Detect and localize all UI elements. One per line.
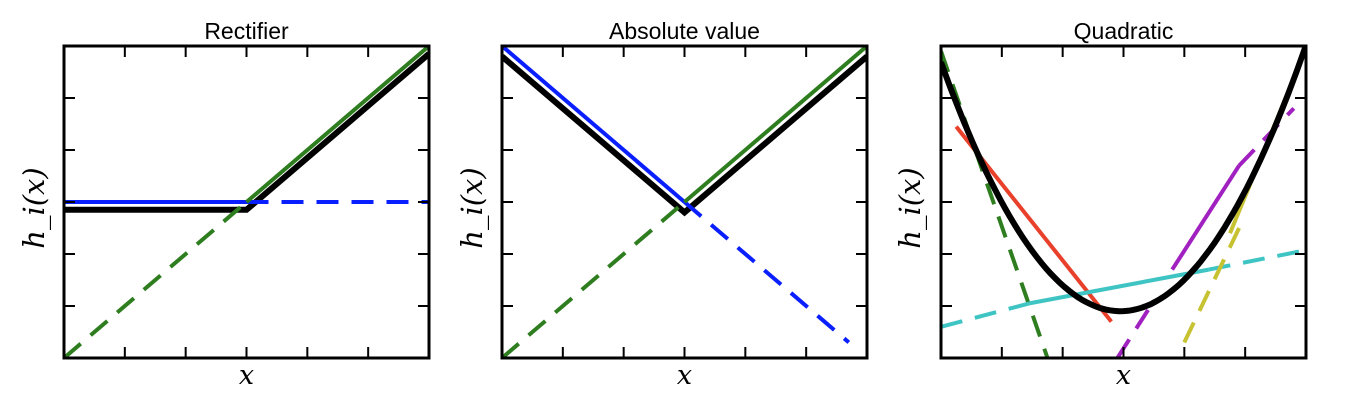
panel-rectifier: Rectifier h_i(x) x: [17, 18, 431, 391]
panel-title: Absolute value: [609, 18, 760, 44]
y-axis-label: h_i(x): [17, 167, 52, 248]
solid-piece-line: [502, 46, 686, 204]
activation-curve: [502, 54, 867, 217]
dashed-piece-line: [941, 301, 1030, 329]
panel-title: Quadratic: [1074, 18, 1174, 44]
dashed-piece-line: [1208, 249, 1301, 272]
x-axis-label: x: [677, 360, 692, 391]
dashed-piece-line: [683, 200, 851, 344]
series-layer: [941, 46, 1306, 358]
solid-piece-line: [683, 46, 867, 204]
dashed-piece-line: [1237, 107, 1296, 167]
dashed-piece-line: [502, 200, 686, 358]
activation-curve: [64, 51, 429, 213]
dashed-piece-line: [64, 200, 248, 358]
panel-quadratic: Quadratic h_i(x) x: [893, 18, 1308, 391]
dashed-piece-line: [1182, 227, 1241, 344]
series-layer: [64, 46, 429, 358]
panel-title: Rectifier: [204, 18, 289, 44]
y-axis-label: h_i(x): [893, 167, 928, 248]
solid-piece-line: [1028, 267, 1210, 306]
series-layer: [502, 46, 867, 358]
y-axis-label: h_i(x): [455, 167, 490, 248]
activation-curve: [941, 46, 1306, 315]
solid-piece-line: [1170, 164, 1241, 271]
solid-piece-line: [245, 46, 429, 204]
x-axis-label: x: [239, 360, 254, 391]
x-axis-label: x: [1116, 360, 1131, 391]
panel-absolute-value: Absolute value h_i(x) x: [455, 18, 869, 391]
